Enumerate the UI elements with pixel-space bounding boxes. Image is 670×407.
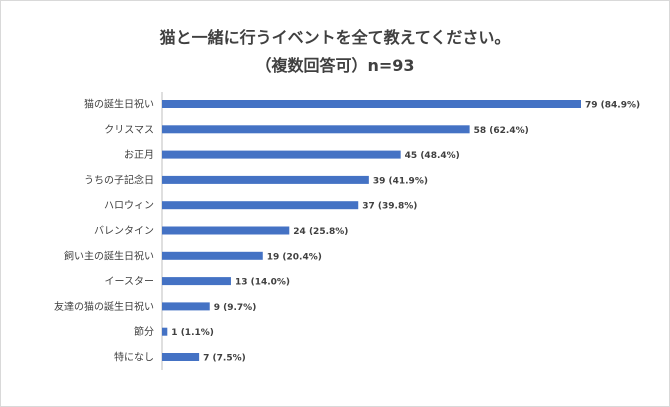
category-label: うちの子記念日 bbox=[84, 173, 154, 186]
data-label: 24 (25.8%) bbox=[293, 227, 348, 237]
data-label: 13 (14.0%) bbox=[235, 278, 290, 288]
category-label: イースター bbox=[105, 276, 155, 288]
category-label: 節分 bbox=[134, 325, 154, 338]
bar bbox=[162, 201, 359, 210]
category-label: 猫の誕生日祝い bbox=[84, 98, 154, 111]
bar bbox=[162, 327, 168, 336]
bar bbox=[162, 175, 369, 184]
bar bbox=[162, 100, 581, 108]
data-label: 7 (7.5%) bbox=[203, 354, 246, 364]
bar bbox=[162, 150, 401, 159]
category-label: ハロウィン bbox=[104, 200, 154, 212]
category-label: 友達の猫の誕生日祝い bbox=[54, 300, 154, 313]
data-label: 45 (48.4%) bbox=[405, 151, 460, 161]
category-label: お正月 bbox=[124, 149, 154, 161]
bar bbox=[162, 226, 290, 235]
data-label: 1 (1.1%) bbox=[171, 328, 214, 338]
category-label: 特になし bbox=[114, 352, 154, 364]
chart-title: 猫と一緒に行うイベントを全て教えてください。 bbox=[159, 28, 511, 47]
data-label: 9 (9.7%) bbox=[214, 303, 257, 313]
bar bbox=[162, 125, 470, 134]
category-label: バレンタイン bbox=[94, 225, 154, 237]
category-label: クリスマス bbox=[104, 124, 154, 136]
data-label: 37 (39.8%) bbox=[362, 202, 417, 212]
bar bbox=[162, 277, 231, 286]
bar bbox=[162, 251, 263, 260]
bar bbox=[162, 353, 200, 361]
data-label: 58 (62.4%) bbox=[474, 126, 529, 136]
data-label: 19 (20.4%) bbox=[267, 252, 322, 262]
chart-subtitle: （複数回答可）n=93 bbox=[255, 56, 415, 75]
data-label: 39 (41.9%) bbox=[373, 176, 428, 186]
category-label: 飼い主の誕生日祝い bbox=[64, 249, 154, 262]
data-label: 79 (84.9%) bbox=[585, 101, 640, 111]
bar bbox=[162, 302, 210, 311]
